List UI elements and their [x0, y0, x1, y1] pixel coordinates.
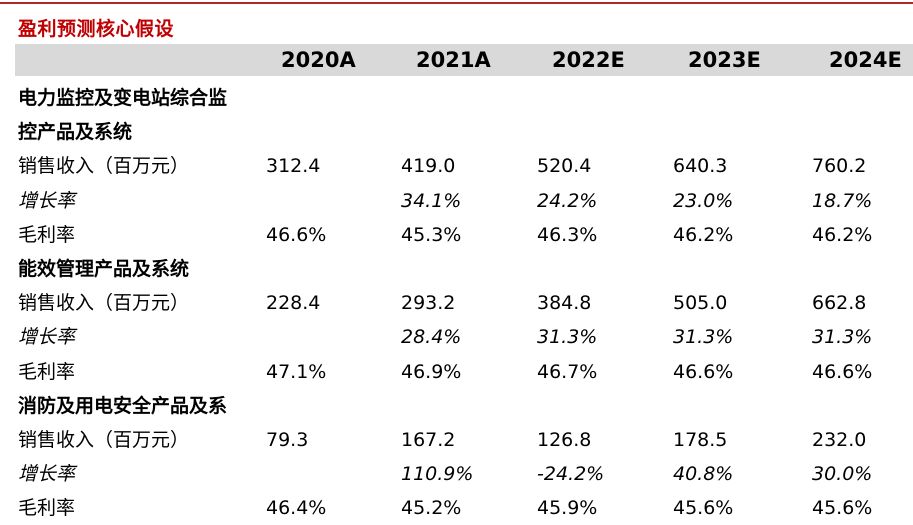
- column-header: 2023E: [688, 48, 761, 72]
- table-cell: 46.4%: [266, 497, 327, 519]
- table-cell: 640.3: [673, 155, 728, 177]
- table-row: 销售收入（百万元） 79.3 167.2 126.8 178.5 232.0: [0, 423, 913, 457]
- table-cell: 228.4: [266, 292, 321, 314]
- table-cell: 46.2%: [673, 224, 734, 246]
- table-row: 增长率 28.4% 31.3% 31.3% 31.3%: [0, 320, 913, 354]
- section-label: 消防及用电安全产品及系: [18, 395, 228, 417]
- table-cell: 419.0: [401, 155, 456, 177]
- table-cell: 34.1%: [401, 190, 462, 212]
- table-cell: 520.4: [537, 155, 592, 177]
- table-row: 毛利率 47.1% 46.9% 46.7% 46.6% 46.6%: [0, 355, 913, 389]
- section-row: 电力监控及变电站综合监: [0, 81, 913, 115]
- table-cell: 46.2%: [812, 224, 873, 246]
- row-label: 毛利率: [18, 224, 76, 246]
- table-cell: 24.2%: [537, 190, 598, 212]
- table-cell: 31.3%: [537, 326, 598, 348]
- row-label: 销售收入（百万元）: [18, 292, 190, 314]
- table-cell: 23.0%: [673, 190, 734, 212]
- row-label: 增长率: [18, 190, 76, 212]
- row-label: 销售收入（百万元）: [18, 155, 190, 177]
- table-cell: 110.9%: [401, 463, 474, 485]
- row-label: 销售收入（百万元）: [18, 429, 190, 451]
- row-label: 毛利率: [18, 497, 76, 519]
- table-cell: 46.6%: [673, 361, 734, 383]
- table-cell: 126.8: [537, 429, 592, 451]
- table-cell: 45.9%: [537, 497, 598, 519]
- table-row: 毛利率 46.4% 45.2% 45.9% 45.6% 45.6%: [0, 491, 913, 525]
- table-cell: 30.0%: [812, 463, 873, 485]
- table-cell: 18.7%: [812, 190, 873, 212]
- table-cell: 384.8: [537, 292, 592, 314]
- table-cell: 178.5: [673, 429, 728, 451]
- table-cell: 46.6%: [266, 224, 327, 246]
- table-cell: 46.7%: [537, 361, 598, 383]
- table-row: 增长率 34.1% 24.2% 23.0% 18.7%: [0, 184, 913, 218]
- table-cell: -24.2%: [537, 463, 605, 485]
- table-cell: 79.3: [266, 429, 309, 451]
- table-row: 毛利率 46.6% 45.3% 46.3% 46.2% 46.2%: [0, 218, 913, 252]
- row-label: 增长率: [18, 463, 76, 485]
- row-label: 毛利率: [18, 361, 76, 383]
- column-header: 2021A: [416, 48, 491, 72]
- table-cell: 232.0: [812, 429, 867, 451]
- table-cell: 46.3%: [537, 224, 598, 246]
- table-cell: 46.9%: [401, 361, 462, 383]
- table-cell: 47.1%: [266, 361, 327, 383]
- table-cell: 505.0: [673, 292, 728, 314]
- table-title: 盈利预测核心假设: [18, 18, 175, 40]
- table-cell: 662.8: [812, 292, 867, 314]
- top-rule: [0, 2, 913, 4]
- table-cell: 45.3%: [401, 224, 462, 246]
- table-cell: 28.4%: [401, 326, 462, 348]
- table-cell: 45.6%: [812, 497, 873, 519]
- table-cell: 167.2: [401, 429, 456, 451]
- table-cell: 40.8%: [673, 463, 734, 485]
- table-cell: 45.6%: [673, 497, 734, 519]
- section-label: 电力监控及变电站综合监: [18, 87, 228, 109]
- table-cell: 45.2%: [401, 497, 462, 519]
- section-label: 控产品及系统: [18, 121, 133, 143]
- row-label: 增长率: [18, 326, 76, 348]
- section-row: 能效管理产品及系统: [0, 252, 913, 286]
- table-cell: 293.2: [401, 292, 456, 314]
- section-label: 能效管理产品及系统: [18, 258, 190, 280]
- section-row: 控产品及系统: [0, 115, 913, 149]
- table-row: 增长率 110.9% -24.2% 40.8% 30.0%: [0, 457, 913, 491]
- table-cell: 312.4: [266, 155, 321, 177]
- table-cell: 31.3%: [673, 326, 734, 348]
- table-row: 销售收入（百万元） 228.4 293.2 384.8 505.0 662.8: [0, 286, 913, 320]
- column-header: 2020A: [281, 48, 356, 72]
- table-cell: 31.3%: [812, 326, 873, 348]
- column-header: 2022E: [552, 48, 625, 72]
- section-row: 消防及用电安全产品及系: [0, 389, 913, 423]
- table-cell: 760.2: [812, 155, 867, 177]
- table-row: 销售收入（百万元） 312.4 419.0 520.4 640.3 760.2: [0, 149, 913, 183]
- column-header: 2024E: [829, 48, 902, 72]
- table-cell: 46.6%: [812, 361, 873, 383]
- table-header: 2020A 2021A 2022E 2023E 2024E: [15, 44, 913, 76]
